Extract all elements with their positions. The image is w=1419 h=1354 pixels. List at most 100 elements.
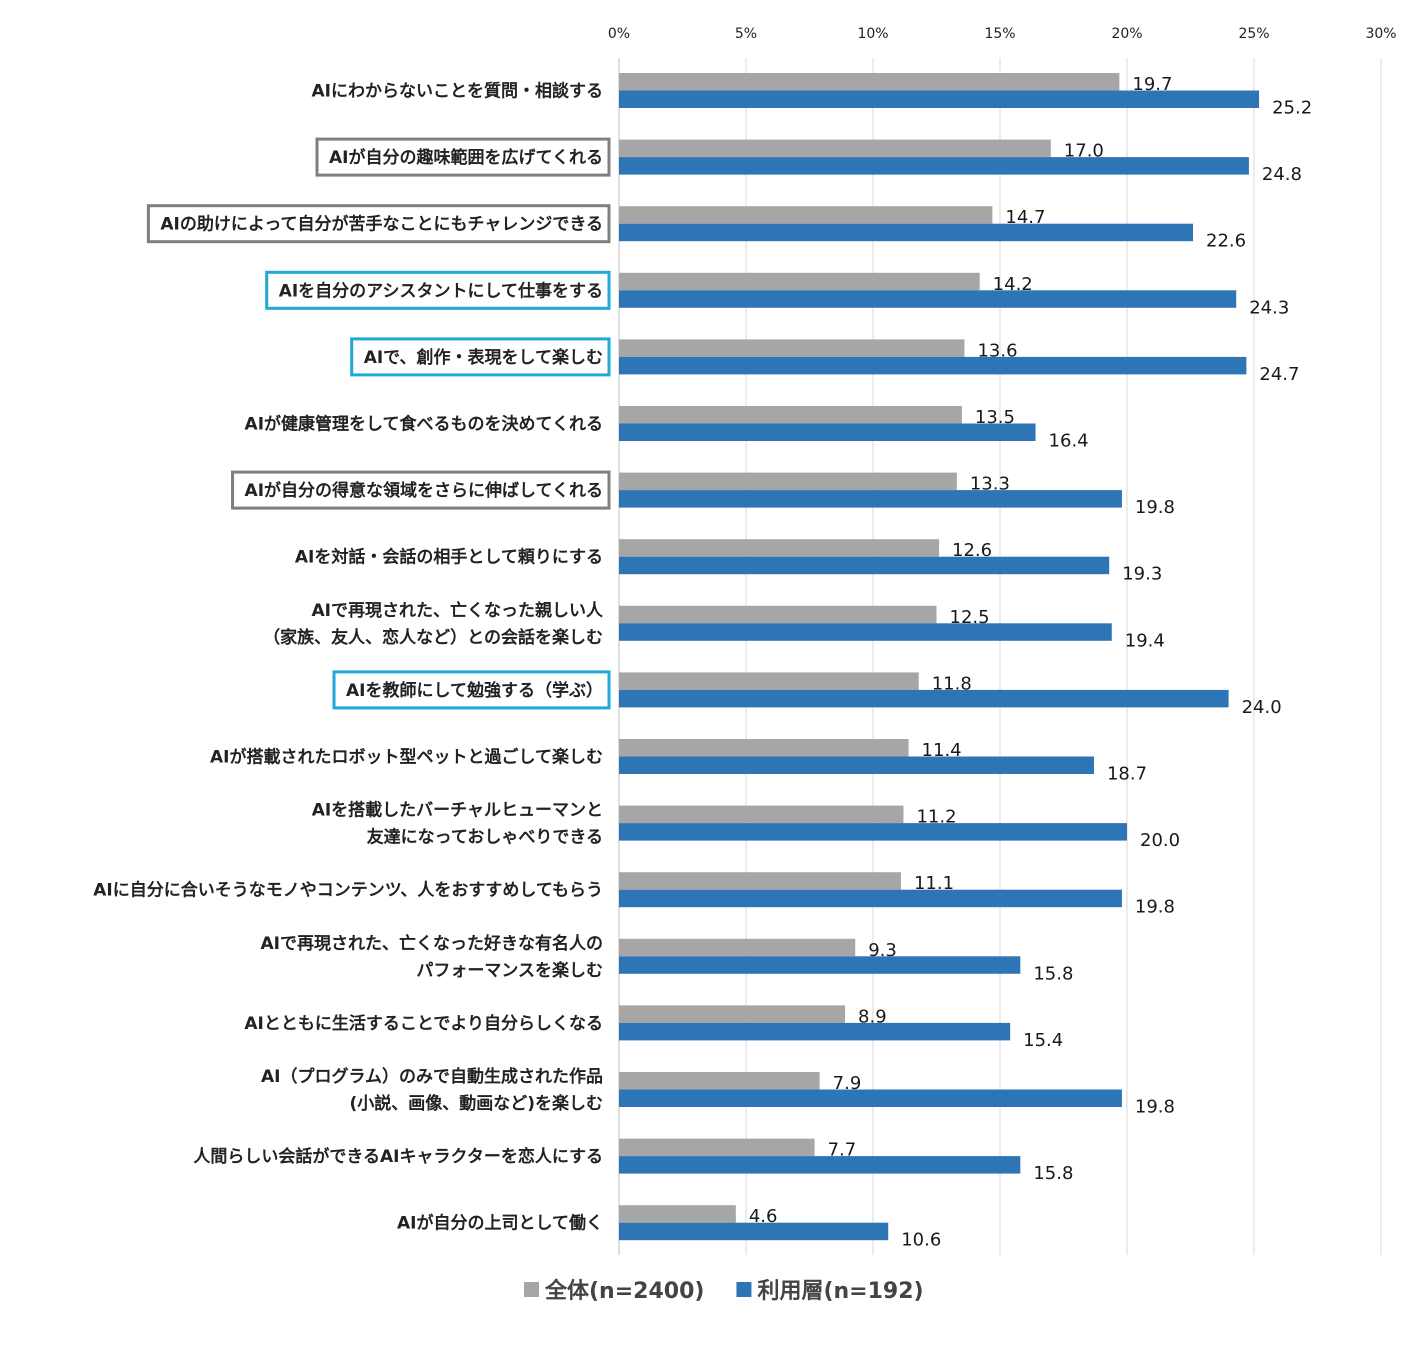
bar-series-1: [619, 290, 1237, 308]
data-label-series-0: 12.6: [952, 540, 992, 561]
bar-series-0: [619, 339, 965, 357]
bar-series-0: [619, 539, 940, 557]
x-tick-label: 20%: [1111, 26, 1142, 42]
bar-series-0: [619, 272, 980, 291]
data-label-series-1: 19.3: [1122, 564, 1162, 585]
category-label: AIを対話・会話の相手として頼りにする: [295, 547, 603, 568]
data-label-series-0: 19.7: [1132, 74, 1172, 95]
data-label-series-1: 24.7: [1259, 364, 1299, 385]
category-label: 人間らしい会話ができるAIキャラクターを恋人にする: [193, 1146, 603, 1167]
data-label-series-0: 7.7: [828, 1140, 857, 1161]
bar-series-1: [619, 1222, 889, 1241]
highlight-box: [146, 204, 611, 244]
data-label-series-0: 14.2: [993, 274, 1033, 295]
bar-series-1: [619, 756, 1094, 774]
bar-series-0: [619, 872, 901, 890]
data-label-series-0: 8.9: [858, 1006, 887, 1027]
category-label: AIを自分のアシスタントにして仕事をする: [279, 280, 603, 301]
data-label-series-0: 9.3: [868, 940, 897, 961]
bar-series-1: [619, 90, 1260, 108]
category-label: AIが自分の趣味範囲を広げてくれる: [329, 147, 603, 168]
bar-series-1: [619, 823, 1127, 841]
data-label-series-1: 24.0: [1242, 697, 1282, 718]
data-label-series-1: 24.8: [1262, 164, 1302, 185]
data-label-series-0: 11.2: [916, 807, 956, 828]
bar-series-1: [619, 889, 1122, 908]
bar-series-0: [619, 938, 856, 957]
bar-series-1: [619, 1089, 1122, 1107]
data-label-series-0: 11.4: [922, 740, 962, 761]
category-label: (小説、画像、動画など)を楽しむ: [349, 1093, 603, 1114]
bar-series-0: [619, 739, 909, 757]
category-label: AIが自分の得意な領域をさらに伸ばしてくれる: [245, 480, 603, 501]
category-label: AIにわからないことを質問・相談する: [312, 81, 603, 102]
category-label: AIを搭載したバーチャルヒューマンと: [312, 800, 603, 821]
bar-series-0: [619, 206, 993, 224]
legend-label-series-1: 利用層(n=192): [757, 1279, 923, 1304]
data-label-series-0: 11.8: [932, 673, 972, 694]
data-label-series-1: 15.8: [1033, 1163, 1073, 1184]
highlight-box: [231, 470, 611, 510]
bar-series-1: [619, 490, 1122, 508]
highlight-box: [265, 270, 611, 310]
category-label: AIが自分の上司として働く: [397, 1213, 603, 1234]
data-label-series-0: 12.5: [950, 607, 990, 628]
x-tick-label: 5%: [735, 26, 757, 42]
highlight-box: [350, 337, 611, 377]
bar-series-0: [619, 1138, 815, 1157]
bar-series-0: [619, 605, 937, 624]
data-label-series-1: 25.2: [1272, 98, 1312, 119]
bar-series-1: [619, 556, 1110, 575]
bar-series-0: [619, 805, 904, 824]
bar-series-0: [619, 1205, 736, 1223]
data-label-series-1: 16.4: [1049, 431, 1089, 452]
x-tick-label: 10%: [857, 26, 888, 42]
bar-series-1: [619, 956, 1021, 974]
data-label-series-1: 19.8: [1135, 897, 1175, 918]
data-label-series-1: 15.8: [1033, 963, 1073, 984]
bar-series-1: [619, 223, 1194, 242]
bar-series-0: [619, 472, 957, 491]
legend-swatch-series-1: [736, 1282, 752, 1297]
x-tick-label: 25%: [1238, 26, 1269, 42]
data-label-series-0: 17.0: [1064, 141, 1104, 162]
category-label: AIで再現された、亡くなった好きな有名人の: [261, 933, 603, 954]
bar-series-1: [619, 157, 1249, 175]
bar-series-0: [619, 1005, 846, 1023]
data-label-series-0: 13.6: [977, 340, 1017, 361]
bar-series-0: [619, 73, 1120, 91]
data-label-series-1: 18.7: [1107, 764, 1147, 785]
data-label-series-1: 19.8: [1135, 497, 1175, 518]
category-label: AIを教師にして勉強する（学ぶ）: [346, 680, 603, 701]
bar-series-0: [619, 406, 962, 424]
data-label-series-1: 20.0: [1140, 830, 1180, 851]
category-label: AIで再現された、亡くなった親しい人: [312, 600, 604, 621]
bar-series-1: [619, 1156, 1021, 1174]
category-label: AIが搭載されたロボット型ペットと過ごして楽しむ: [210, 747, 603, 768]
x-tick-label: 15%: [984, 26, 1015, 42]
data-label-series-0: 14.7: [1005, 207, 1045, 228]
data-label-series-0: 4.6: [749, 1206, 778, 1227]
bar-series-0: [619, 1072, 820, 1090]
highlight-box: [315, 137, 611, 177]
data-label-series-1: 24.3: [1249, 297, 1289, 318]
legend-label-series-0: 全体(n=2400): [544, 1278, 704, 1304]
category-label: AIで、創作・表現をして楽しむ: [364, 347, 603, 368]
category-label: AIとともに生活することでより自分らしくなる: [244, 1013, 603, 1034]
x-tick-label: 0%: [608, 26, 630, 42]
data-label-series-1: 10.6: [901, 1230, 941, 1251]
category-label: AI（プログラム）のみで自動生成された作品: [261, 1066, 603, 1087]
bar-series-0: [619, 672, 919, 690]
data-label-series-1: 19.8: [1135, 1097, 1175, 1118]
category-label: AIに自分に合いそうなモノやコンテンツ、人をおすすめしてもらう: [93, 880, 603, 901]
data-label-series-0: 11.1: [914, 873, 954, 894]
data-label-series-1: 15.4: [1023, 1030, 1063, 1051]
category-label: パフォーマンスを楽しむ: [416, 960, 603, 981]
category-label: AIが健康管理をして食べるものを決めてくれる: [245, 414, 603, 435]
bar-series-1: [619, 623, 1112, 641]
data-label-series-1: 19.4: [1125, 630, 1165, 651]
data-label-series-0: 7.9: [833, 1073, 862, 1094]
data-label-series-0: 13.3: [970, 474, 1010, 495]
